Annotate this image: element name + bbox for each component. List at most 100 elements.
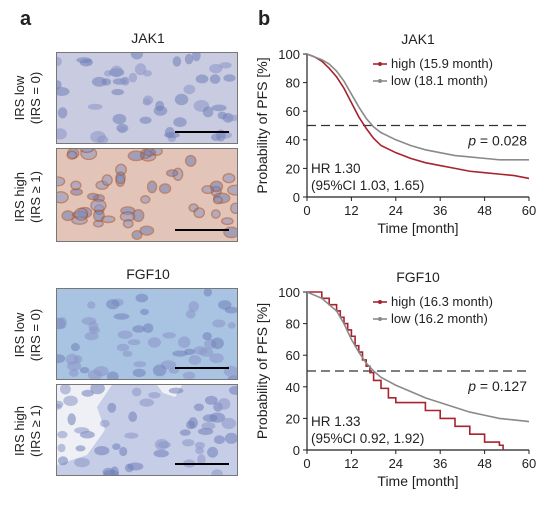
cell-nucleus [57,443,66,453]
cell-nucleus [68,369,79,377]
x-tick-label: 36 [433,456,447,471]
cell-nucleus [57,400,64,408]
cell-nucleus [132,325,145,333]
cell-nucleus [130,53,143,60]
cell-nucleus [199,347,214,357]
cell-nucleus [67,361,82,371]
y-tick-label: 60 [286,348,300,363]
cell-nucleus [70,343,80,352]
y-tick-label: 40 [286,380,300,395]
km-chart-fgf10-svg: FGF10 0 20 40 60 80 100 0 12 24 36 48 60 Time [month]… [254,269,536,489]
cell-nucleus [128,72,138,83]
scale-bar [175,131,229,133]
cell-nucleus [107,402,117,413]
cell-nucleus [221,417,237,430]
cell-nucleus [212,196,223,205]
cell-nucleus [139,225,155,236]
cell-nucleus [132,368,146,378]
cell-nucleus [183,84,196,95]
cell-nucleus [104,70,113,77]
cell-nucleus [106,299,120,310]
cell-nucleus [110,65,123,78]
y-tick-label: 20 [286,411,300,426]
cell-nucleus [87,192,100,201]
cell-nucleus [182,371,196,379]
fgf10-high-micrograph [56,384,238,476]
cell-nucleus [87,103,103,110]
y-axis-label: Probability of PFS [%] [254,57,270,193]
series-line-low [306,53,529,161]
p-value: = 0.028 [476,133,527,149]
y-tick-label: 0 [293,190,300,205]
cell-nucleus [142,98,151,106]
cell-nucleus [139,398,154,407]
cell-nucleus [127,462,144,471]
cell-nucleus [209,63,223,74]
panel-a-letter: a [20,8,32,30]
hazard-ratio-label: HR 1.30 [311,161,361,176]
cell-nucleus [57,176,66,187]
cell-nucleus [209,180,224,193]
cell-nucleus [184,348,195,355]
cell-nucleus [57,128,67,140]
cell-nucleus [99,419,110,428]
y-tick-label: 80 [286,76,300,91]
cell-nucleus [197,427,214,436]
cell-nucleus [147,337,161,348]
cell-nucleus [131,387,142,397]
legend-marker [378,79,382,83]
km-chart-jak1: JAK1 0 20 40 60 80 100 0 12 24 36 48 60 Time [month] P… [245,28,545,248]
row-label-line1: IRS low [12,75,27,121]
cell-nucleus [188,355,202,365]
cell-nucleus [112,113,127,125]
series-line-low [306,291,530,423]
y-tick-label: 60 [286,104,300,119]
micrograph-cells [57,149,237,240]
cell-nucleus [140,308,149,316]
cell-nucleus [227,375,237,379]
cell-nucleus [179,429,191,436]
x-tick-label: 48 [477,456,491,471]
row-label-line2: (IRS = 0) [28,308,43,362]
cell-nucleus [124,432,139,439]
legend-label: high (15.9 month) [391,56,493,71]
x-tick-label: 12 [344,456,358,471]
cell-nucleus [209,353,224,363]
cell-nucleus [79,149,94,154]
x-axis-label: Time [month] [377,220,458,236]
legend-label: low (18.1 month) [391,73,488,88]
cell-nucleus [143,70,152,77]
cell-nucleus [153,105,168,116]
cell-nucleus [172,350,188,357]
p-value-label: p = 0.127 [467,378,527,394]
fgf10-low-micrograph [56,288,238,380]
cell-nucleus [60,385,71,395]
scale-bar [175,367,229,369]
y-tick-label: 40 [286,133,300,148]
cell-nucleus [225,114,237,121]
panel-b-letter: b [258,8,271,30]
cell-nucleus [173,117,187,128]
cell-nucleus [219,62,232,69]
cell-nucleus [140,195,151,204]
cell-nucleus [217,111,227,120]
km-chart-fgf10: FGF10 0 20 40 60 80 100 0 12 24 36 48 60 Time [month]… [245,266,545,501]
cell-nucleus [165,169,179,177]
legend-label: high (16.3 month) [391,294,493,309]
x-tick-label: 48 [477,203,491,218]
cell-nucleus [210,209,221,219]
cell-nucleus [184,53,194,65]
cell-nucleus [66,150,78,160]
cell-nucleus [153,449,169,458]
cell-nucleus [135,293,149,303]
micrograph-cells [57,53,237,143]
cell-nucleus [202,332,212,341]
cell-nucleus [143,149,156,157]
cell-nucleus [228,385,237,395]
cell-nucleus [211,104,227,112]
cell-nucleus [112,443,121,450]
cell-nucleus [94,446,110,456]
micrograph-svg-fgf10-low [57,289,237,379]
y-tick-label: 0 [293,443,300,458]
confidence-interval-label: (95%CI 0.92, 1.92) [311,431,424,446]
